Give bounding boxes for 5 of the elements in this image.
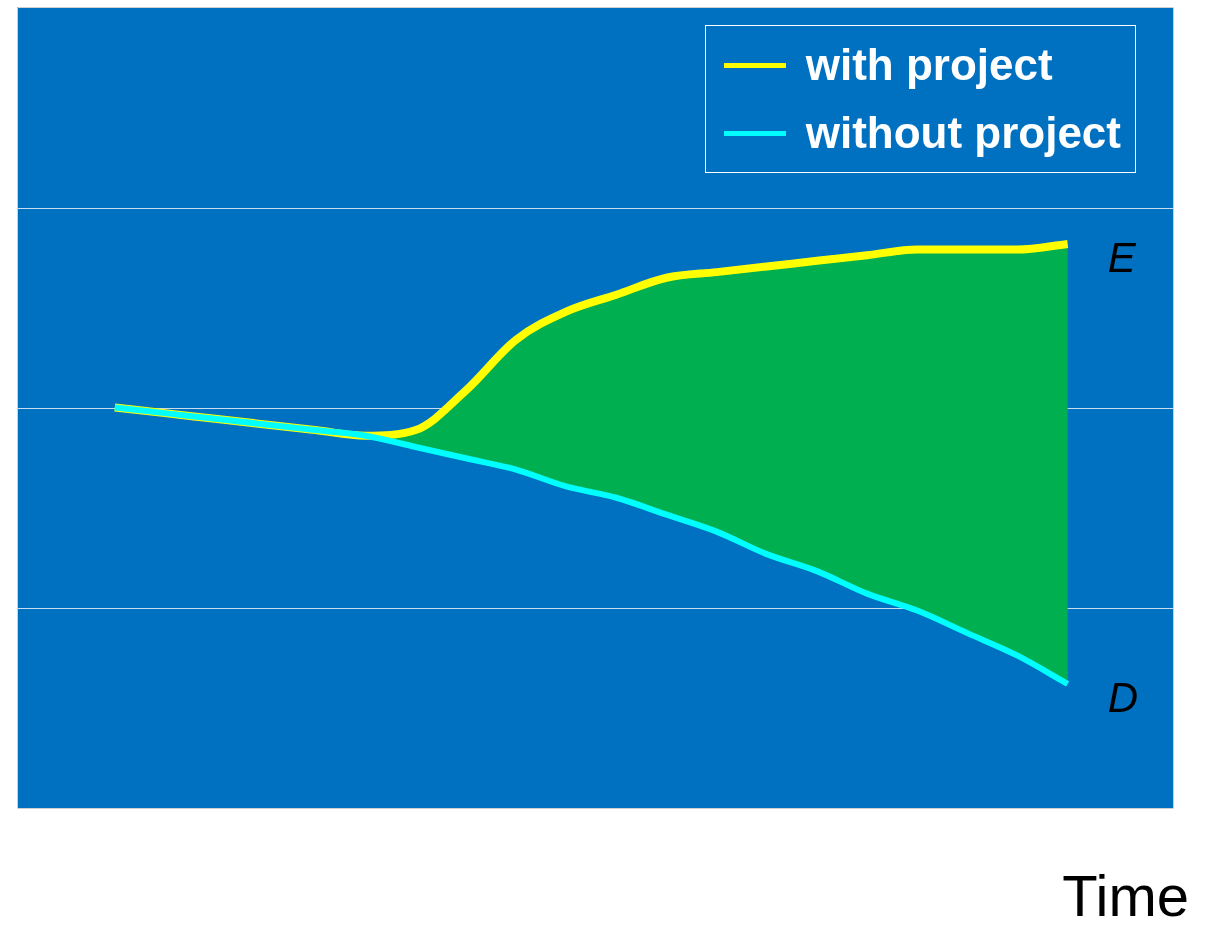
x-axis-title: Time: [1062, 862, 1189, 928]
text: D: [1107, 673, 1139, 722]
legend-label: with project: [805, 39, 1053, 91]
legend-label: without project: [805, 107, 1121, 159]
text: E: [1107, 233, 1136, 282]
